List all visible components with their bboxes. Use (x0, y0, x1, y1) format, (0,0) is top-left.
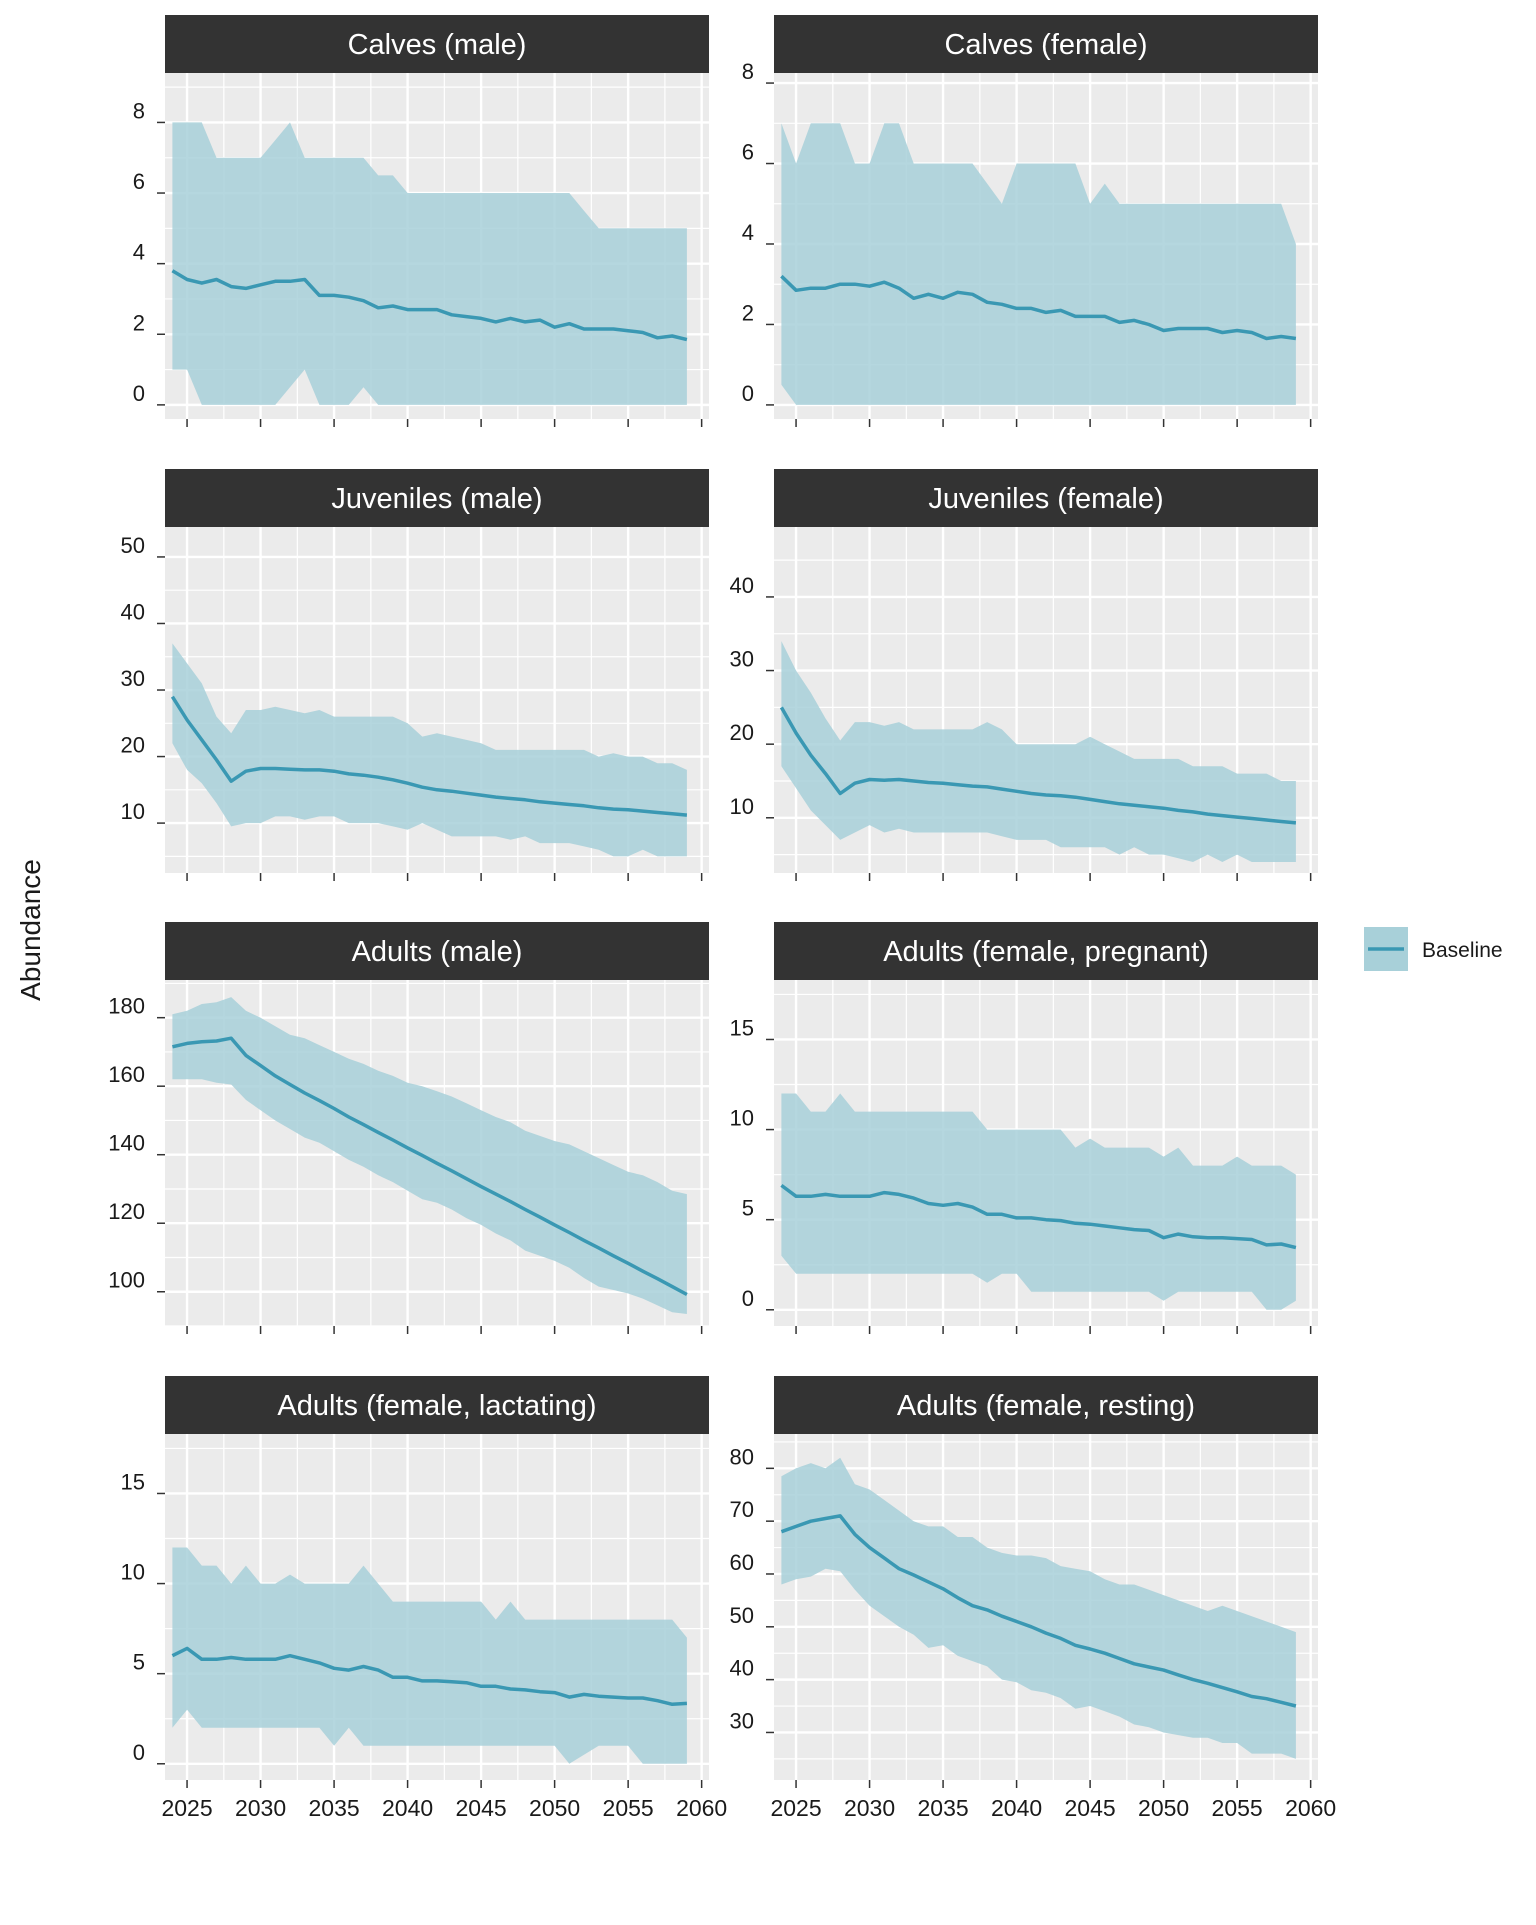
x-tick-label: 2030 (235, 1795, 286, 1821)
mean-line (780, 1183, 1297, 1250)
y-tick-label: 5 (133, 1650, 145, 1675)
facet-strip (774, 1376, 1318, 1434)
facet-5: Adults (male) 100 120 140 160 180 (108, 922, 709, 1334)
y-tick-label: 40 (121, 599, 145, 624)
y-tick-label: 0 (742, 381, 754, 406)
x-tick-label: 2040 (382, 1795, 433, 1821)
facet-2: Calves (female) 0 2 4 6 8 (742, 15, 1318, 427)
y-tick-label: 8 (133, 98, 145, 123)
y-tick-label: 30 (730, 1708, 754, 1733)
y-tick-label: 80 (730, 1444, 754, 1469)
x-tick-label: 2060 (676, 1795, 727, 1821)
confidence-ribbon (172, 122, 687, 405)
y-tick-label: 15 (730, 1015, 754, 1040)
y-tick-label: 40 (730, 573, 754, 598)
x-tick-label: 2025 (161, 1795, 212, 1821)
y-tick-label: 8 (742, 59, 754, 84)
y-tick-label: 10 (730, 794, 754, 819)
facet-title: Calves (female) (944, 29, 1147, 61)
mean-line (779, 706, 1297, 825)
y-tick-label: 0 (133, 1740, 145, 1765)
x-tick-label: 2055 (603, 1795, 654, 1821)
facet-3: Juveniles (male) 10 20 30 40 50 (121, 469, 709, 881)
facet-title: Adults (female, resting) (897, 1390, 1195, 1422)
y-tick-label: 0 (133, 381, 145, 406)
facet-title: Calves (male) (348, 29, 527, 61)
y-tick-label: 50 (730, 1603, 754, 1628)
x-tick-label: 2045 (456, 1795, 507, 1821)
y-tick-label: 40 (730, 1656, 754, 1681)
mean-line (170, 695, 688, 817)
confidence-ribbon (781, 1093, 1296, 1310)
facet-strip (774, 469, 1318, 527)
y-tick-label: 6 (742, 140, 754, 165)
legend-label: Baseline (1422, 939, 1503, 962)
facet-title: Adults (female, pregnant) (883, 936, 1209, 968)
facet-1: Calves (male) 0 2 4 6 8 (133, 15, 709, 427)
confidence-ribbon (781, 123, 1296, 405)
mean-line (780, 274, 1297, 341)
y-tick-label: 0 (742, 1286, 754, 1311)
facet-strip (774, 15, 1318, 73)
facet-strip (165, 15, 709, 73)
facet-strip (774, 922, 1318, 980)
legend: Baseline (1364, 927, 1503, 971)
y-tick-label: 6 (133, 169, 145, 194)
y-tick-label: 30 (121, 666, 145, 691)
x-tick-label: 2055 (1212, 1795, 1263, 1821)
x-tick-label: 2040 (991, 1795, 1042, 1821)
y-axis-title: Abundance (15, 859, 46, 1001)
y-tick-label: 180 (108, 994, 145, 1019)
y-tick-label: 60 (730, 1550, 754, 1575)
facet-8: Adults (female, resting) 30 40 50 60 70 80 2025… (730, 1376, 1336, 1821)
facet-7: Adults (female, lactating) 0 5 10 15 2025 2030… (121, 1376, 727, 1821)
y-tick-label: 20 (730, 720, 754, 745)
y-tick-label: 15 (121, 1469, 145, 1494)
facet-title: Juveniles (male) (331, 483, 542, 515)
y-tick-label: 10 (121, 799, 145, 824)
y-tick-label: 10 (730, 1106, 754, 1131)
mean-line (171, 1646, 688, 1707)
y-tick-label: 5 (742, 1196, 754, 1221)
x-tick-label: 2035 (917, 1795, 968, 1821)
mean-line (171, 269, 688, 342)
y-tick-label: 50 (121, 533, 145, 558)
mean-line (780, 1514, 1297, 1708)
facet-panels: Calves (male) 0 2 4 6 8 Calves (female) 0 2 4 6 8 Ju… (108, 15, 1336, 1821)
facet-strip (165, 469, 709, 527)
y-tick-label: 120 (108, 1199, 145, 1224)
confidence-ribbon (781, 641, 1296, 862)
confidence-ribbon (172, 1547, 687, 1764)
facet-title: Juveniles (female) (928, 483, 1163, 515)
facet-6: Adults (female, pregnant) 0 5 10 15 (730, 922, 1318, 1334)
y-tick-label: 2 (742, 300, 754, 325)
y-tick-label: 160 (108, 1062, 145, 1087)
facet-4: Juveniles (female) 10 20 30 40 (730, 469, 1318, 881)
x-tick-label: 2035 (308, 1795, 359, 1821)
y-tick-label: 4 (742, 220, 754, 245)
confidence-ribbon (781, 1457, 1296, 1759)
mean-line (172, 1036, 688, 1297)
y-tick-label: 100 (108, 1268, 145, 1293)
facet-strip (165, 1376, 709, 1434)
y-tick-label: 140 (108, 1131, 145, 1156)
y-tick-label: 70 (730, 1497, 754, 1522)
x-tick-label: 2050 (1138, 1795, 1189, 1821)
x-tick-label: 2050 (529, 1795, 580, 1821)
facet-title: Adults (female, lactating) (277, 1390, 596, 1422)
x-tick-label: 2025 (770, 1795, 821, 1821)
y-tick-label: 10 (121, 1560, 145, 1585)
confidence-ribbon (172, 997, 687, 1314)
facet-strip (165, 922, 709, 980)
y-tick-label: 4 (133, 240, 145, 265)
facet-title: Adults (male) (352, 936, 523, 968)
y-tick-label: 2 (133, 310, 145, 335)
x-tick-label: 2045 (1065, 1795, 1116, 1821)
y-tick-label: 30 (730, 647, 754, 672)
y-tick-label: 20 (121, 733, 145, 758)
x-tick-label: 2030 (844, 1795, 895, 1821)
x-tick-label: 2060 (1285, 1795, 1336, 1821)
